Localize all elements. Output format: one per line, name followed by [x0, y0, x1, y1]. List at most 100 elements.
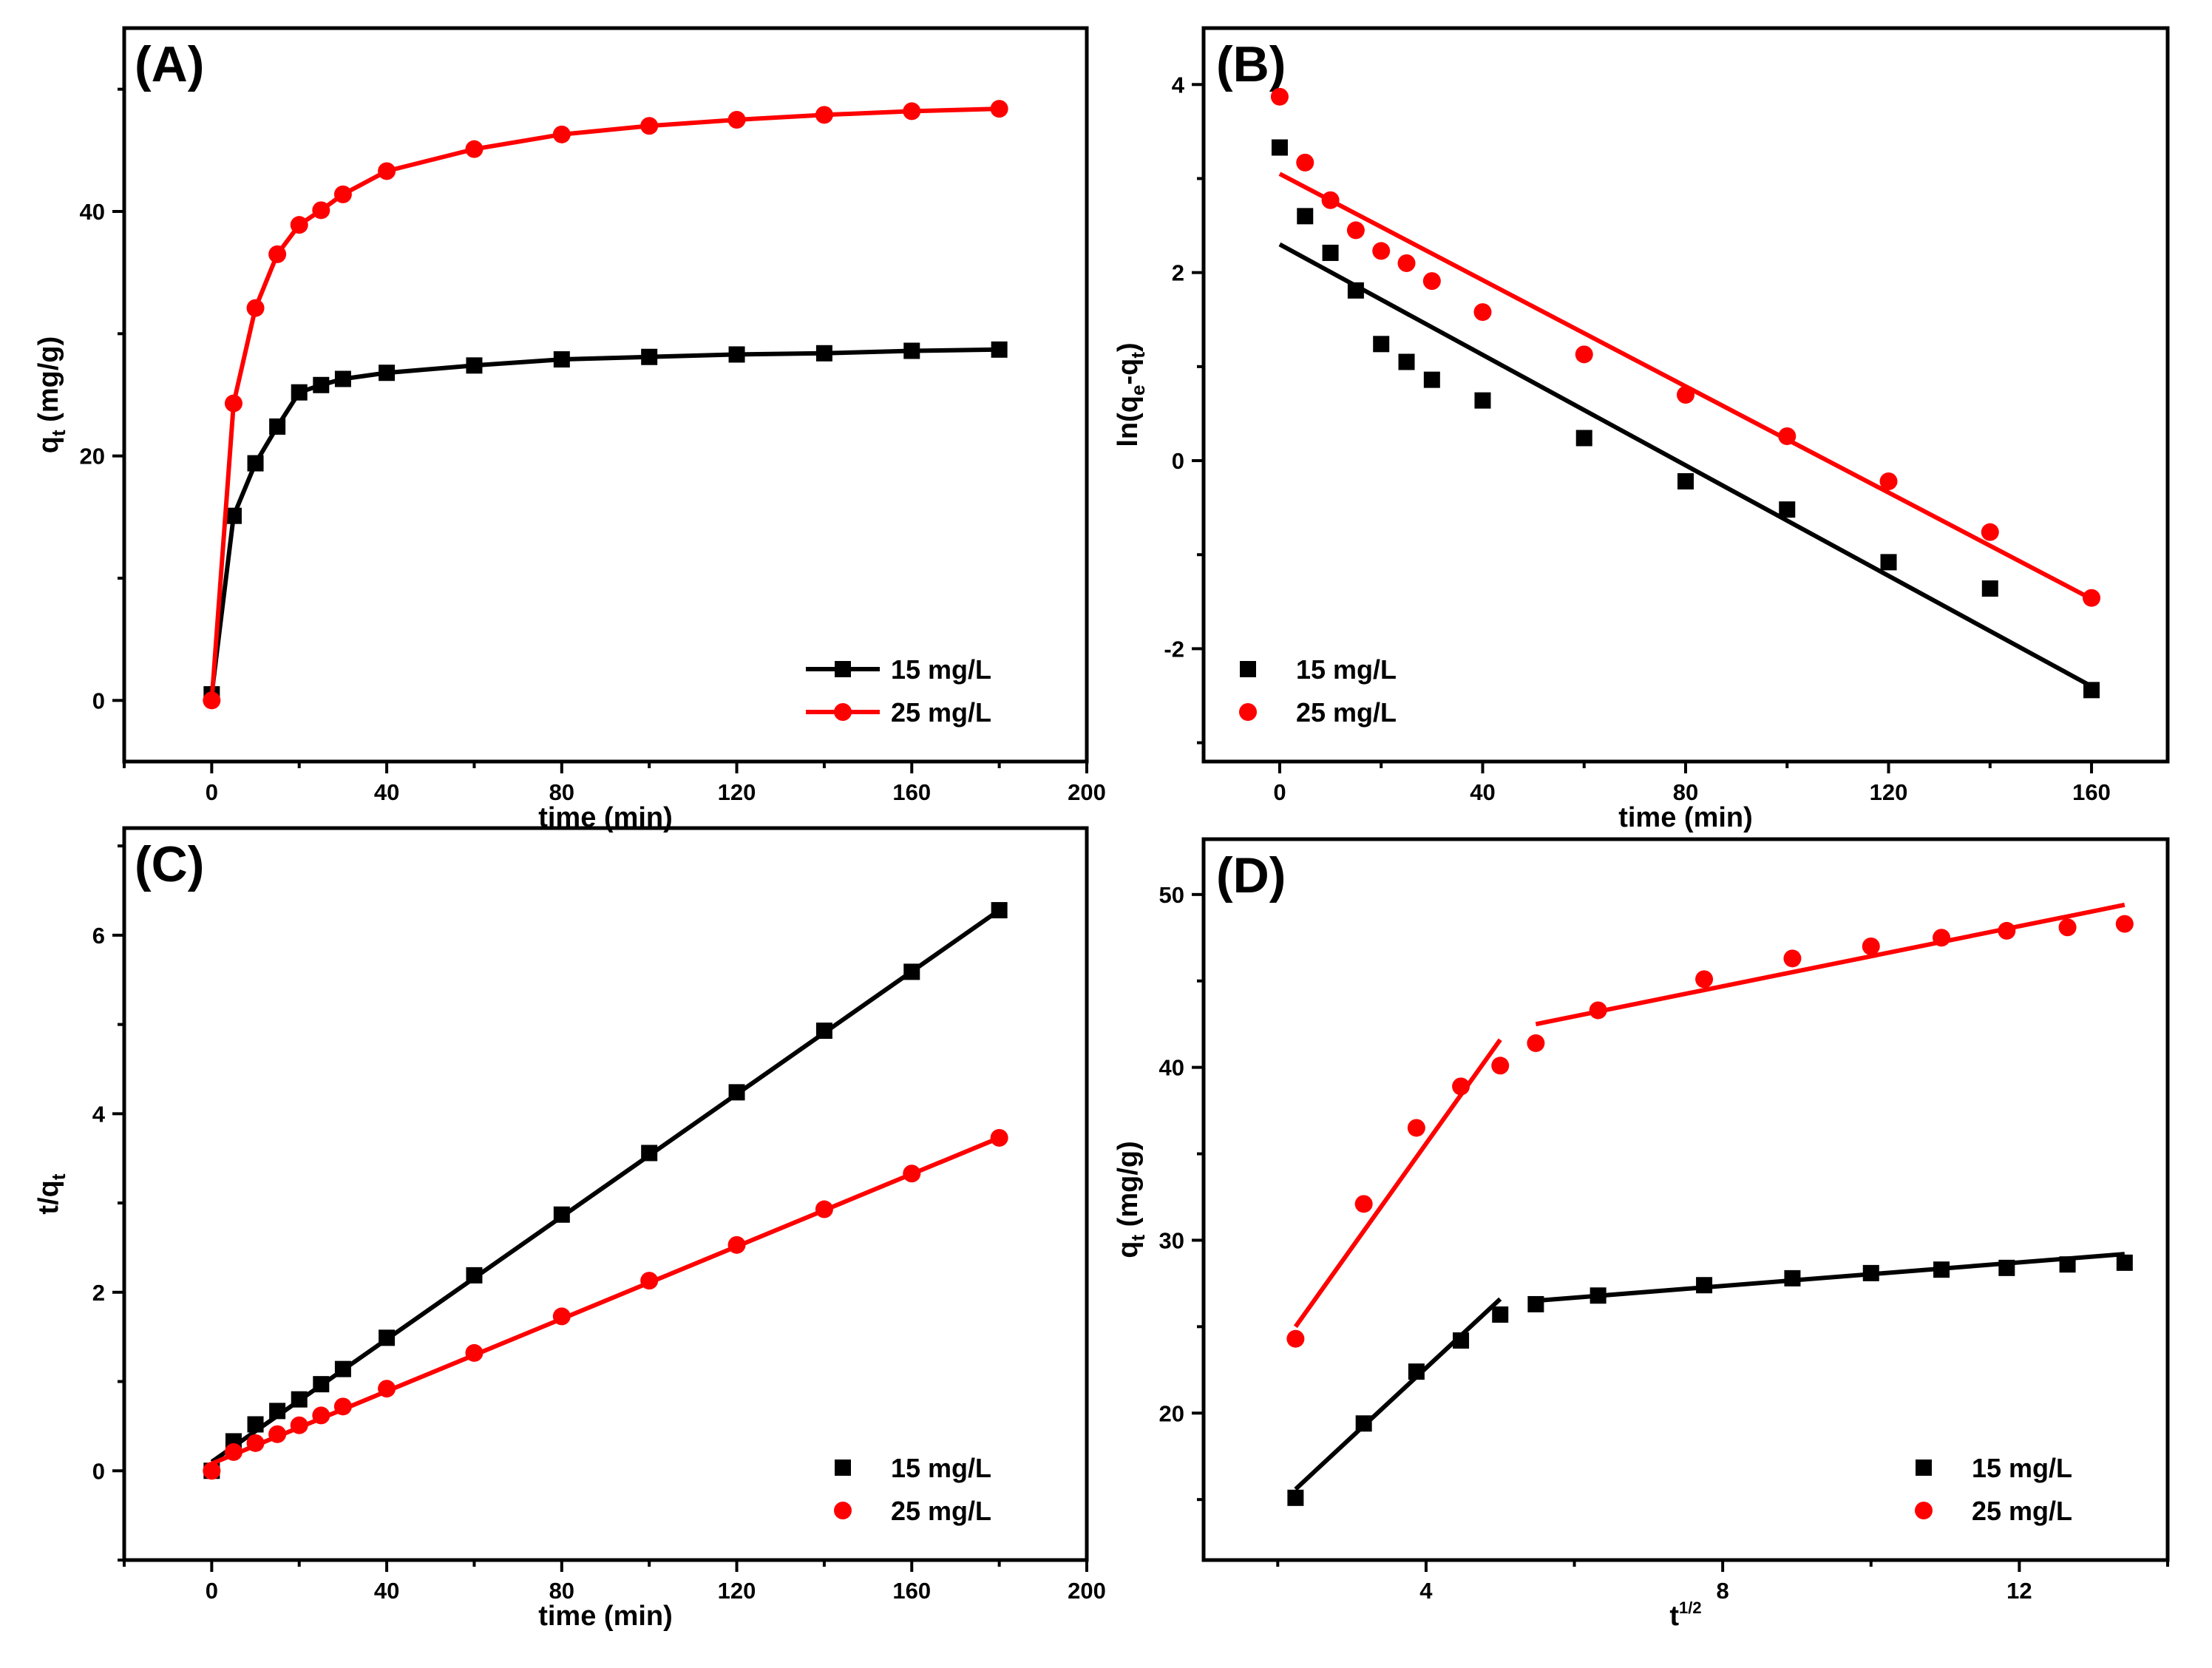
- x-tick-label: 160: [892, 779, 931, 805]
- series-25mgL: [1270, 87, 2101, 607]
- data-point: [1998, 1259, 2015, 1276]
- y-axis-title: ln(qe-qt): [1113, 342, 1149, 447]
- panel-b: 0 40 80 120 160 -2 0 2 4 time (min) ln(qe-qt) (B) 15…: [1113, 26, 2170, 833]
- y-tick-label: 4: [92, 1101, 106, 1127]
- data-point: [990, 100, 1008, 118]
- y-tick-label: 30: [1159, 1227, 1184, 1253]
- data-point: [1296, 153, 1314, 172]
- data-point: [1880, 554, 1897, 571]
- data-point: [334, 370, 351, 387]
- data-point: [1398, 353, 1415, 370]
- data-point: [291, 1391, 308, 1408]
- data-point: [1372, 242, 1391, 260]
- data-point: [269, 418, 286, 435]
- x-axis-title: time (min): [1618, 802, 1753, 833]
- data-point: [815, 1023, 832, 1040]
- data-point: [815, 345, 832, 362]
- data-point: [224, 394, 242, 413]
- data-point: [1271, 139, 1288, 156]
- data-point: [1473, 303, 1492, 322]
- data-point: [1527, 1295, 1544, 1312]
- data-point: [290, 216, 308, 234]
- legend: 15 mg/L 25 mg/L: [1915, 1453, 2072, 1526]
- data-point: [1423, 371, 1440, 388]
- data-point: [2083, 589, 2101, 607]
- x-tick-label: 12: [2006, 1578, 2032, 1604]
- x-tick-label: 4: [1419, 1578, 1433, 1604]
- data-point: [291, 384, 308, 401]
- data-point: [247, 455, 264, 472]
- legend-label: 15 mg/L: [891, 1453, 991, 1483]
- series-15mgL: [1271, 139, 2100, 699]
- data-point: [333, 185, 352, 203]
- x-axis-title: time (min): [538, 1601, 673, 1632]
- data-point: [378, 1380, 396, 1398]
- data-point: [2115, 915, 2134, 933]
- data-point: [728, 1084, 745, 1101]
- legend-marker: [1239, 703, 1257, 721]
- y-axis-title: qt (mg/g): [33, 336, 69, 454]
- data-point: [1322, 244, 1339, 261]
- data-point: [903, 963, 920, 980]
- data-point: [641, 348, 658, 365]
- data-point: [313, 376, 330, 393]
- data-point: [1862, 1264, 1879, 1281]
- data-point: [1397, 254, 1416, 272]
- panel-label: (A): [135, 36, 204, 92]
- data-point: [2116, 1254, 2133, 1271]
- data-point: [1998, 921, 2016, 940]
- data-point: [1575, 430, 1592, 447]
- series-line: [209, 347, 1000, 695]
- data-point: [312, 201, 330, 220]
- data-point: [903, 1164, 921, 1183]
- x-tick-label: 0: [206, 779, 218, 805]
- x-tick-label: 80: [1673, 779, 1698, 805]
- panel-c: 0 40 80 120 160 200 0 2 4 6 time (min) t/qt (C) 15 mg…: [33, 826, 1106, 1632]
- y-tick-label: 2: [1172, 260, 1184, 286]
- y-tick-label: 20: [1159, 1400, 1184, 1426]
- data-point: [224, 1442, 242, 1461]
- data-point: [727, 111, 746, 129]
- data-point: [1695, 970, 1714, 989]
- legend-label: 15 mg/L: [1972, 1453, 2072, 1483]
- data-point: [1422, 272, 1441, 291]
- data-point: [640, 1272, 659, 1290]
- data-point: [1373, 336, 1390, 353]
- data-point: [552, 125, 571, 143]
- data-point: [1354, 1195, 1373, 1213]
- data-point: [1474, 392, 1491, 409]
- x-tick-label: 120: [718, 779, 756, 805]
- x-tick-label: 40: [374, 779, 399, 805]
- legend-marker: [1240, 661, 1256, 677]
- data-point: [1491, 1057, 1510, 1075]
- data-point: [815, 1200, 833, 1218]
- y-tick-label: 0: [92, 1458, 105, 1484]
- data-point: [640, 117, 659, 135]
- data-point: [1527, 1034, 1545, 1052]
- data-point: [727, 1235, 746, 1254]
- data-point: [1778, 427, 1797, 445]
- fit-segment: [1535, 902, 2126, 1027]
- y-tick-label: 40: [80, 199, 105, 225]
- data-point: [1346, 221, 1365, 240]
- panel-label: (D): [1216, 847, 1286, 904]
- data-point: [333, 1397, 352, 1416]
- data-point: [334, 1360, 351, 1377]
- fit-segment: [1536, 1252, 2126, 1303]
- x-tick-label: 8: [1717, 1578, 1729, 1604]
- data-point: [379, 365, 396, 382]
- x-tick-label: 160: [2072, 779, 2111, 805]
- data-point: [246, 1434, 265, 1452]
- data-point: [465, 1343, 484, 1362]
- y-tick-label: -2: [1164, 636, 1184, 662]
- data-point: [1696, 1277, 1713, 1294]
- data-point: [1452, 1077, 1470, 1096]
- data-point: [990, 1128, 1008, 1147]
- y-tick-label: 2: [92, 1280, 105, 1306]
- data-point: [815, 106, 833, 124]
- data-point: [1779, 501, 1796, 518]
- data-point: [1347, 282, 1364, 299]
- legend-marker: [834, 703, 852, 721]
- legend-marker: [835, 661, 851, 677]
- x-tick-label: 200: [1068, 779, 1106, 805]
